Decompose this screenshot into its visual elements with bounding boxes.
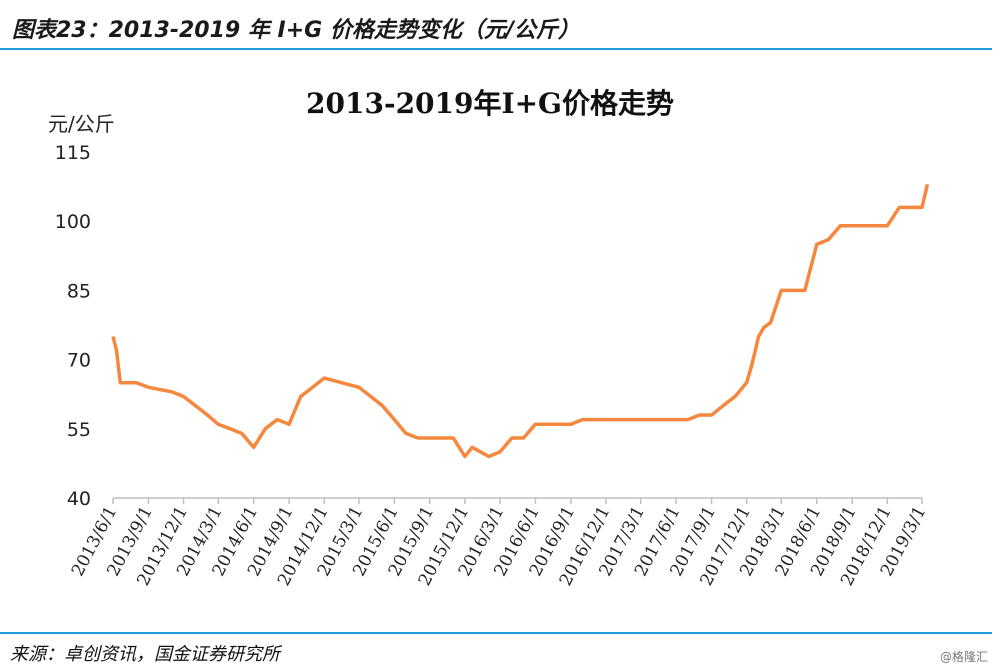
x-axis <box>112 497 923 504</box>
y-tick-label: 55 <box>67 419 91 441</box>
source-note: 来源：卓创资讯，国金证券研究所 <box>10 644 280 665</box>
watermark: @格隆汇 <box>939 650 988 664</box>
top-rule <box>0 48 992 50</box>
y-tick-label: 40 <box>67 488 91 510</box>
y-tick-label: 100 <box>55 211 91 233</box>
bottom-rule <box>0 632 992 634</box>
x-tick-labels: 2013/6/12013/9/12013/12/12014/3/12014/6/… <box>68 503 931 589</box>
price-line-chart: 2013-2019年I+G价格走势 元/公斤 40 55 70 85 100 115 20… <box>48 87 931 589</box>
series-line-ig-price <box>111 183 930 459</box>
y-tick-labels: 40 55 70 85 100 115 <box>55 142 91 510</box>
y-tick-label: 115 <box>55 142 91 164</box>
y-tick-label: 70 <box>67 350 91 372</box>
figure-title: 图表23：2013-2019 年 I+G 价格走势变化（元/公斤） <box>12 18 580 43</box>
chart-title: 2013-2019年I+G价格走势 <box>306 87 674 120</box>
y-tick-label: 85 <box>67 280 91 302</box>
y-axis-label: 元/公斤 <box>48 112 115 136</box>
